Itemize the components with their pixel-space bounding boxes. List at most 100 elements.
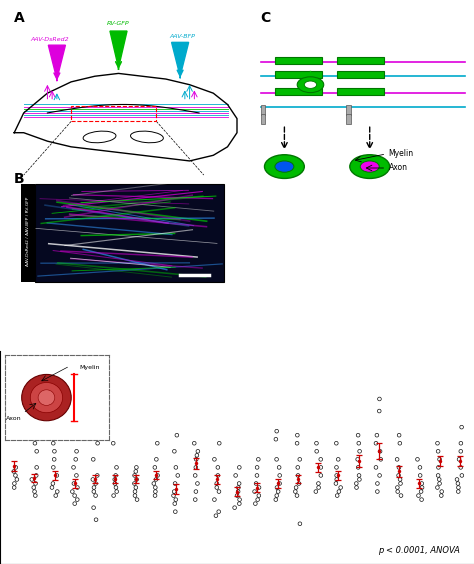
Point [90,483,98,492]
Point [32,479,39,488]
Point [455,483,462,492]
Point [154,471,161,480]
Circle shape [350,155,390,178]
Text: AAV-DsRed2 / AAV-BFP / RV-GFP: AAV-DsRed2 / AAV-BFP / RV-GFP [26,197,30,266]
Point [73,447,81,456]
Point [272,435,280,444]
Point [133,475,140,484]
Point [173,431,181,440]
Text: AAV-DsRed2: AAV-DsRed2 [30,37,69,42]
Point [212,511,220,520]
Point [418,483,426,492]
Point [417,487,425,496]
Point [397,479,404,488]
Point [418,479,426,488]
Point [436,479,443,488]
Point [317,463,325,472]
Point [171,479,179,488]
Bar [261,113,265,124]
Point [255,491,263,500]
Point [111,479,119,488]
Point [231,503,238,512]
Point [296,455,303,464]
Point [355,439,363,448]
Point [131,479,138,488]
Point [94,439,101,448]
Point [10,479,18,488]
Bar [275,58,322,64]
Point [457,439,465,448]
Point [354,455,362,464]
Point [13,475,21,484]
Point [113,463,120,472]
Point [335,455,342,464]
Point [234,487,242,496]
Point [438,491,445,500]
Point [215,487,223,496]
Point [397,491,405,500]
Point [214,471,222,480]
Point [315,479,322,488]
Point [293,491,301,500]
Circle shape [264,155,304,178]
Point [31,439,39,448]
Point [69,487,76,496]
Point [395,431,403,440]
Bar [275,89,322,95]
Point [132,483,140,492]
Point [355,463,362,472]
Polygon shape [110,31,127,68]
Point [112,471,119,480]
Point [213,483,220,492]
Point [317,471,325,480]
Point [133,495,141,504]
Point [54,487,61,496]
Text: Myelin: Myelin [389,149,414,158]
Point [294,471,302,480]
Point [171,487,178,496]
Point [434,447,442,456]
Point [372,439,380,448]
Bar [71,106,156,121]
Point [354,431,362,440]
Point [210,495,218,504]
Point [374,479,381,488]
Bar [261,105,265,115]
Point [191,495,199,504]
Point [394,487,401,496]
Point [31,487,38,496]
Point [294,463,301,472]
Point [53,471,61,480]
Point [73,471,80,480]
Point [110,491,118,500]
Text: Axon: Axon [389,164,408,173]
Point [150,479,157,488]
Point [436,455,443,464]
Point [92,479,100,488]
Point [89,475,97,484]
Point [454,479,462,488]
Point [132,467,139,476]
Point [70,463,77,472]
Text: p < 0.0001, ANOVA: p < 0.0001, ANOVA [378,547,460,556]
Point [172,507,179,516]
Point [113,487,120,496]
Point [72,455,80,464]
Point [10,483,18,492]
Point [233,491,241,500]
Point [50,463,57,472]
Point [92,491,100,500]
Point [33,447,40,456]
Point [172,495,180,504]
Point [273,483,281,492]
Point [251,487,258,496]
Point [193,451,201,460]
Point [192,487,200,496]
Point [154,439,161,448]
Point [152,483,159,492]
Bar [337,58,384,64]
Point [235,483,242,492]
Bar [21,183,35,283]
Bar [337,72,384,78]
Point [418,495,425,504]
